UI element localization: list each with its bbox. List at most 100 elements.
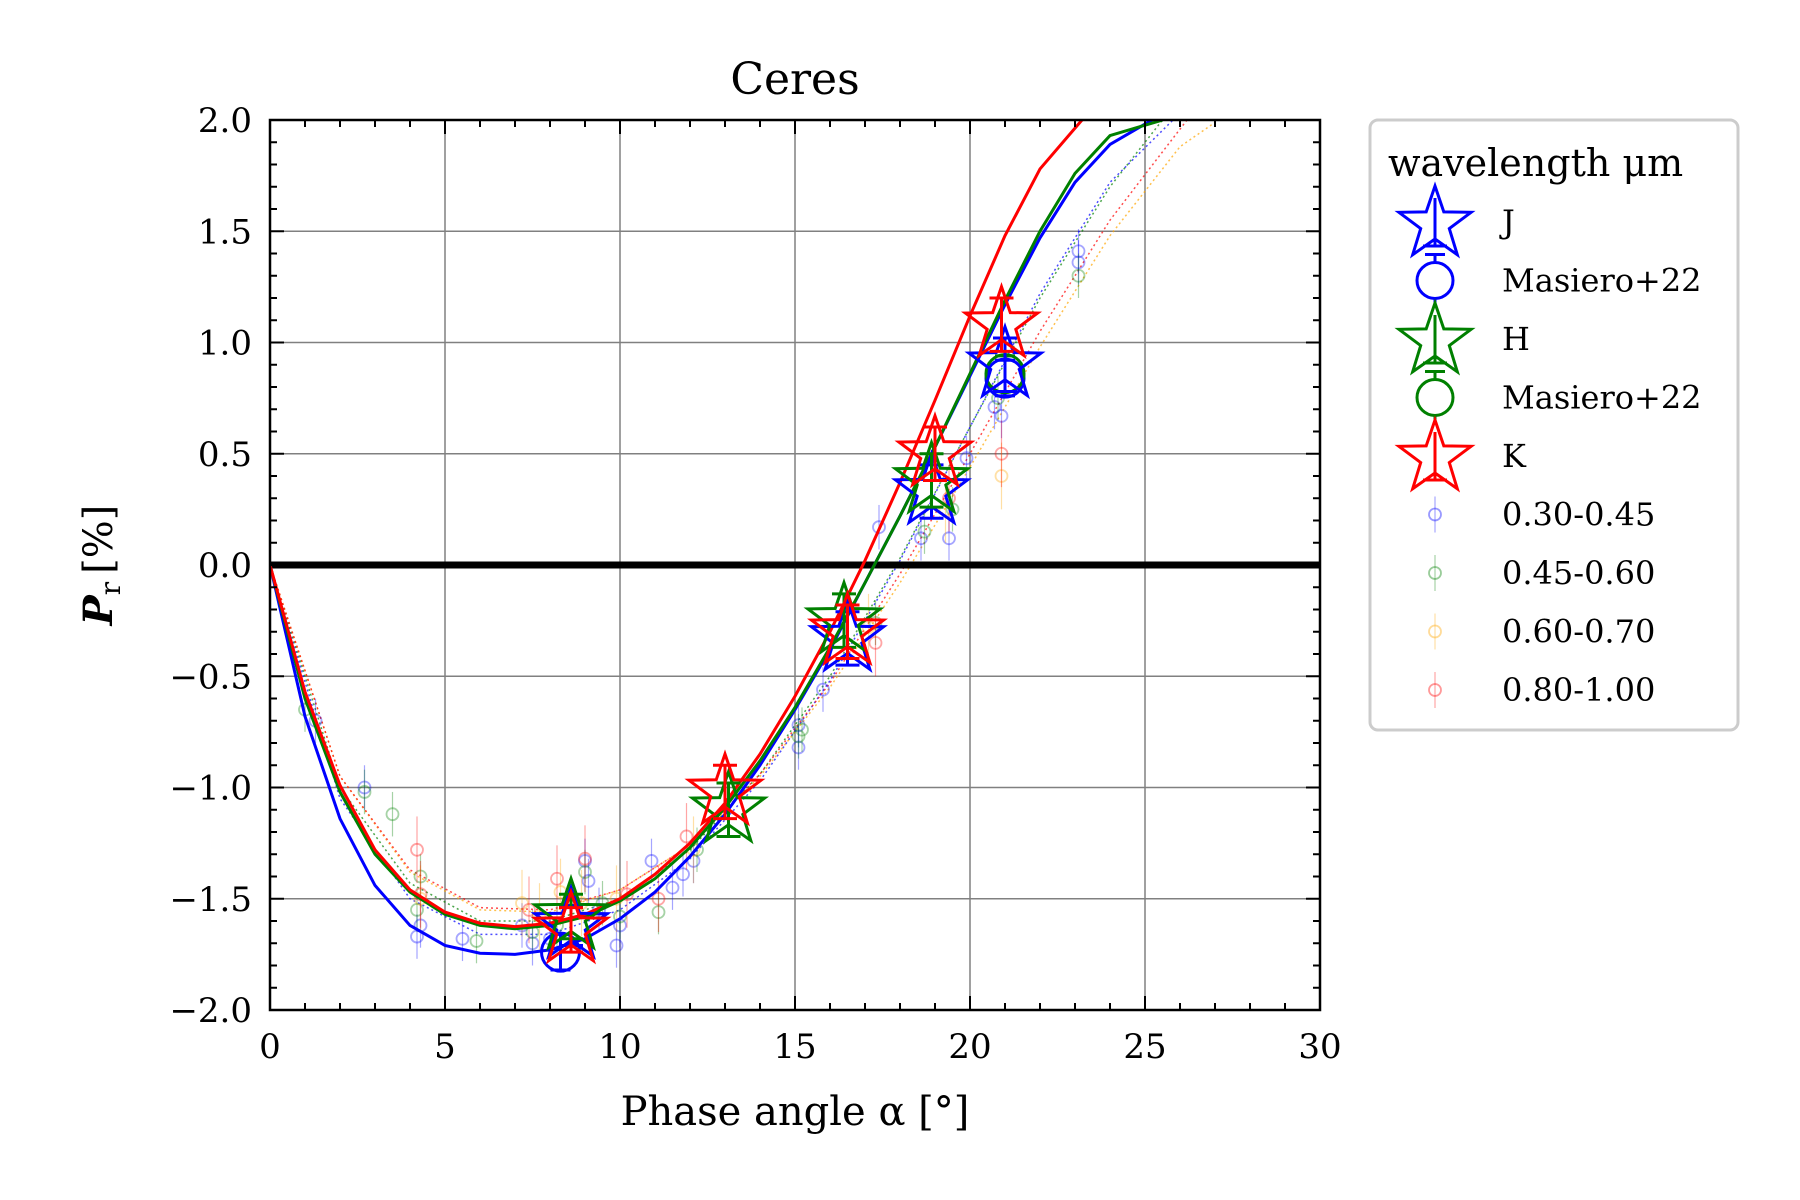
legend-label-1: Masiero+22 (1502, 262, 1702, 300)
band-point-3-6 (651, 891, 666, 906)
band-point-1-4 (413, 869, 428, 884)
band-point-3-7 (679, 829, 694, 844)
band-point-0-6 (525, 936, 540, 951)
fit-curve-1 (270, 120, 1163, 931)
y-tick-label-5: 0.5 (198, 435, 252, 475)
band-point-0-14 (665, 880, 680, 895)
x-tick-label-2: 10 (598, 1027, 641, 1067)
legend-label-6: 0.45-0.60 (1502, 554, 1655, 592)
band-point-0-13 (644, 854, 659, 868)
legend-label-7: 0.60-0.70 (1502, 613, 1655, 651)
legend-star-marker-4 (1394, 415, 1476, 493)
band-point-0-20 (872, 520, 886, 535)
y-tick-label-2: −1.0 (169, 769, 252, 809)
star-marker-K-0 (530, 887, 612, 965)
legend-items: J Masiero+22 H Masiero+22 K 0.30-0.45 0.45-0.6… (1394, 181, 1702, 709)
y-tick-label-4: 0.0 (198, 546, 252, 586)
legend-label-2: H (1502, 320, 1530, 358)
axis-ticks (269, 119, 1321, 1011)
star-marker-J-3 (964, 322, 1046, 400)
band-point-0-25 (994, 409, 1009, 423)
legend: wavelength μm J Masiero+22 H Masiero+22 K 0.3… (1368, 118, 1740, 732)
x-tick-label-3: 15 (773, 1027, 816, 1067)
legend-circle-marker-1 (1415, 261, 1455, 300)
y-axis-title-sub: r (94, 581, 127, 595)
band-point-0-22 (942, 531, 956, 546)
legend-star-marker-0 (1394, 181, 1476, 259)
legend-small-marker-6 (1428, 566, 1442, 580)
band-point-3-10 (994, 446, 1009, 461)
band-point-1-3 (410, 902, 424, 917)
band-point-2-1 (515, 896, 529, 911)
y-tick-label-8: 2.0 (198, 101, 252, 141)
band-point-0-19 (816, 682, 830, 697)
x-tick-label-6: 30 (1298, 1027, 1341, 1067)
y-tick-label-7: 1.5 (198, 212, 252, 252)
chart-title: Ceres (730, 54, 859, 105)
x-tick-label-4: 20 (948, 1027, 991, 1067)
y-axis-title-main: P (75, 593, 122, 626)
band-point-1-12 (690, 842, 704, 857)
band-point-0-18 (791, 718, 806, 733)
band-point-1-16 (917, 524, 932, 539)
star-marker-K-4 (960, 282, 1043, 360)
band-point-0-8 (578, 854, 592, 868)
y-tick-label-6: 1.0 (198, 324, 252, 364)
band-point-1-14 (795, 722, 809, 737)
y-tick-labels: −2.0 −1.5 −1.0 −0.5 0.0 0.5 1.0 1.5 2.0 (169, 101, 252, 1031)
band-point-1-10 (613, 909, 627, 924)
y-tick-label-3: −0.5 (169, 657, 252, 697)
legend-label-0: J (1499, 203, 1515, 241)
band-point-1-1 (357, 785, 372, 799)
band-point-0-23 (959, 451, 974, 466)
y-tick-label-0: −2.0 (169, 991, 252, 1031)
x-tick-label-5: 25 (1123, 1027, 1166, 1067)
band-point-0-17 (791, 740, 806, 755)
band-point-3-2 (522, 902, 536, 917)
band-point-0-21 (914, 531, 928, 546)
band-point-1-11 (651, 905, 666, 919)
band-point-3-8 (868, 635, 883, 650)
legend-label-3: Masiero+22 (1502, 379, 1702, 417)
fit-curve-2 (270, 120, 1084, 929)
star-marker-K-1 (806, 589, 889, 667)
x-tick-label-1: 5 (434, 1027, 456, 1067)
band-point-0-9 (581, 874, 596, 888)
legend-label-5: 0.30-0.45 (1502, 496, 1655, 534)
x-axis-title: Phase angle α [°] (621, 1089, 970, 1135)
y-tick-label-1: −1.5 (169, 880, 252, 920)
band-point-0-26 (1071, 255, 1086, 270)
legend-small-marker-5 (1428, 507, 1442, 522)
band-point-0-11 (609, 938, 624, 953)
band-point-3-0 (410, 842, 424, 857)
legend-star-marker-2 (1394, 298, 1476, 376)
star-marker-H-3 (687, 767, 770, 845)
y-axis-title-unit: [%] (76, 505, 122, 574)
markers (530, 282, 1046, 973)
band-point-1-13 (791, 729, 806, 744)
band-point-0-1 (357, 780, 372, 795)
band-point-1-5 (469, 934, 484, 948)
band-point-3-4 (578, 851, 592, 866)
legend-small-marker-7 (1428, 624, 1442, 639)
star-marker-K-2 (894, 411, 976, 489)
band-point-0-27 (1071, 244, 1086, 259)
band-point-1-2 (385, 807, 400, 822)
y-axis-title: Pr [%] (75, 505, 127, 627)
x-tick-labels: 0 5 10 15 20 25 30 (259, 1027, 1341, 1067)
legend-label-8: 0.80-1.00 (1502, 671, 1655, 709)
legend-label-4: K (1502, 437, 1527, 475)
legend-circle-marker-3 (1415, 378, 1455, 417)
legend-small-marker-8 (1428, 683, 1442, 697)
band-point-2-9 (994, 469, 1009, 483)
band-point-0-24 (987, 400, 1002, 414)
band-fit-line-2 (270, 120, 1219, 913)
legend-box (1368, 118, 1740, 732)
band-point-1-19 (1071, 268, 1086, 283)
star-marker-H-2 (890, 437, 973, 515)
band-point-0-15 (676, 867, 690, 882)
band-point-3-3 (550, 871, 564, 886)
band-point-1-8 (578, 865, 592, 879)
band-point-0-4 (455, 931, 470, 946)
